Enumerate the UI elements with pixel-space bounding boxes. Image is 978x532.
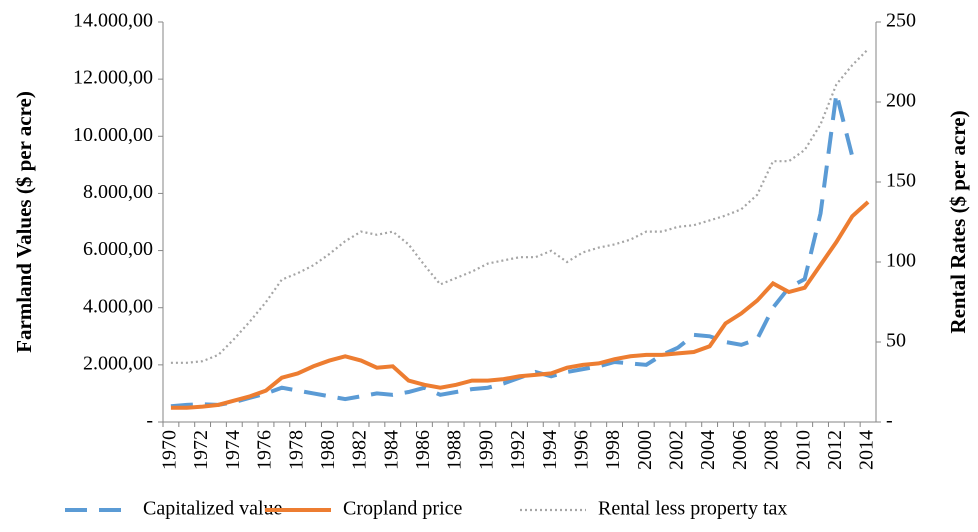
x-tick-label: 1986 [412, 430, 434, 470]
y2-tick-label: 100 [886, 250, 916, 272]
y-tick-label: 12.000,00 [73, 67, 153, 89]
x-tick-label: 2010 [792, 430, 814, 470]
x-tick-label: 1972 [190, 430, 212, 470]
x-tick-label: 2000 [634, 430, 656, 470]
legend-label: Cropland price [343, 498, 463, 520]
x-tick-label: 1976 [254, 430, 276, 470]
y2-axis-title: Rental Rates ($ per acre) [946, 110, 970, 333]
y-tick-label: 10.000,00 [73, 124, 153, 146]
series-line [170, 200, 870, 410]
x-tick-label: 1978 [285, 430, 307, 470]
x-tick-label: 2014 [856, 430, 878, 470]
x-tick-label: 1992 [507, 430, 529, 470]
x-tick-label: 1994 [539, 430, 561, 470]
y-tick-label: 8.000,00 [83, 181, 153, 203]
y2-tick-label: 50 [886, 330, 906, 352]
x-tick-label: 1996 [570, 430, 592, 470]
x-tick-label: 2004 [697, 430, 719, 470]
x-tick-label: 1998 [602, 430, 624, 470]
y-tick-label: 4.000,00 [83, 295, 153, 317]
x-tick-label: 2008 [761, 430, 783, 470]
series-line [170, 92, 855, 409]
y-tick-label: - [146, 410, 153, 432]
x-tick-label: 1988 [444, 430, 466, 470]
y-axis-title: Farmland Values ($ per acre) [12, 91, 36, 353]
x-tick-label: 1982 [349, 430, 371, 470]
y2-tick-label: 250 [886, 10, 916, 32]
y-tick-label: 14.000,00 [73, 10, 153, 32]
y-tick-label: 2.000,00 [83, 352, 153, 374]
x-tick-label: 1980 [317, 430, 339, 470]
x-tick-label: 1990 [475, 430, 497, 470]
x-tick-label: 1984 [380, 430, 402, 470]
series-line [170, 48, 869, 364]
x-tick-label: 2012 [824, 430, 846, 470]
legend-label: Rental less property tax [598, 498, 787, 520]
y2-tick-label: 200 [886, 90, 916, 112]
x-tick-label: 2002 [666, 430, 688, 470]
x-tick-label: 1974 [222, 430, 244, 470]
legend-label: Capitalized value [143, 498, 283, 520]
y2-tick-label: - [886, 410, 893, 432]
x-tick-label: 1970 [159, 430, 181, 470]
y-tick-label: 6.000,00 [83, 238, 153, 260]
y2-tick-label: 150 [886, 170, 916, 192]
x-tick-label: 2006 [729, 430, 751, 470]
